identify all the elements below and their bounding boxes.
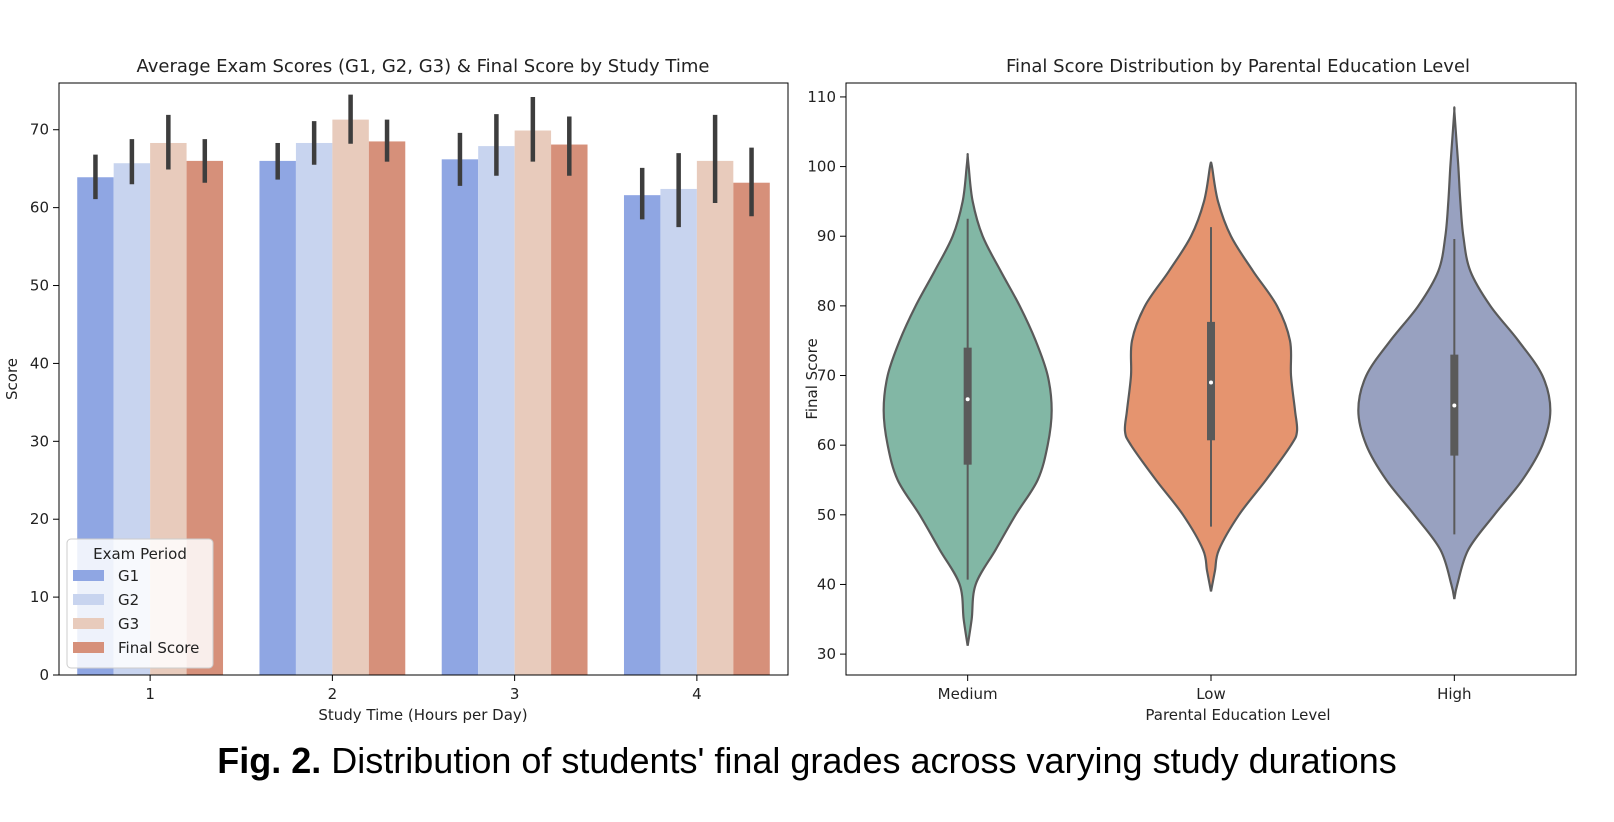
bar-g2-studytime-3	[478, 146, 515, 676]
bar-chart-ylabel: Score	[3, 358, 21, 400]
violin-chart-violins	[882, 106, 1552, 646]
x-tick-label: Low	[1196, 685, 1226, 703]
bar-chart-title: Average Exam Scores (G1, G2, G3) & Final…	[137, 56, 710, 77]
y-tick-label: 50	[30, 277, 49, 295]
x-tick-label: High	[1437, 685, 1471, 703]
bar-g2-studytime-4	[660, 188, 697, 676]
bar-g3-studytime-4	[696, 160, 734, 676]
y-tick-label: 40	[817, 575, 836, 593]
x-tick-label: 4	[692, 685, 702, 703]
bar-chart-xlabel: Study Time (Hours per Day)	[318, 706, 527, 724]
violin-median-high	[1452, 403, 1457, 408]
y-tick-label: 80	[817, 297, 836, 315]
y-tick-label: 70	[30, 121, 49, 139]
y-tick-label: 0	[39, 666, 49, 684]
legend-label-final-score: Final Score	[118, 639, 199, 657]
bar-g1-studytime-2	[259, 160, 296, 676]
y-tick-label: 110	[807, 88, 836, 106]
figure-caption: Fig. 2. Distribution of students' final …	[0, 740, 1614, 782]
x-tick-label: 3	[510, 685, 520, 703]
violin-chart-title: Final Score Distribution by Parental Edu…	[1006, 56, 1470, 77]
bar-final-score-studytime-3	[551, 144, 588, 675]
y-tick-label: 30	[30, 432, 49, 450]
violin-median-low	[1209, 380, 1213, 385]
legend-swatch-g3	[73, 618, 104, 629]
y-tick-label: 60	[30, 199, 49, 217]
legend-title: Exam Period	[93, 545, 187, 563]
bar-g3-studytime-2	[332, 119, 369, 675]
legend-label-g3: G3	[118, 615, 139, 633]
bar-g3-studytime-3	[514, 130, 552, 675]
violin-chart-axes: Medium Low High 30 40 50 60 70 80 90 100 110	[807, 88, 1471, 703]
legend-label-g1: G1	[118, 567, 139, 585]
bar-chart-legend: Exam Period G1 G2 G3 Final Score	[66, 538, 214, 669]
bar-g1-studytime-3	[441, 159, 479, 675]
bar-chart-study-time: Average Exam Scores (G1, G2, G3) & Final…	[3, 56, 789, 724]
bar-g1-studytime-4	[623, 195, 661, 675]
violin-chart-parental-education: Final Score Distribution by Parental Edu…	[803, 56, 1577, 724]
caption-text: Distribution of students' final grades a…	[321, 740, 1397, 781]
bar-chart-frame	[58, 82, 789, 676]
legend-swatch-g2	[73, 594, 104, 605]
figure: Average Exam Scores (G1, G2, G3) & Final…	[3, 56, 1577, 724]
violin-chart-xlabel: Parental Education Level	[1145, 706, 1330, 724]
violin-iqr-box-medium	[963, 347, 972, 465]
y-tick-label: 100	[807, 158, 836, 176]
bar-final-score-studytime-2	[368, 141, 406, 676]
x-tick-label: Medium	[938, 685, 998, 703]
bar-final-score-studytime-4	[733, 182, 770, 675]
legend-swatch-g1	[73, 570, 104, 581]
violin-chart-ylabel: Final Score	[803, 338, 821, 419]
y-tick-label: 90	[817, 227, 836, 245]
y-tick-label: 50	[817, 506, 836, 524]
x-tick-label: 2	[328, 685, 338, 703]
y-tick-label: 60	[817, 436, 836, 454]
y-tick-label: 40	[30, 354, 49, 372]
violin-median-medium	[965, 397, 970, 402]
bar-g2-studytime-2	[295, 142, 333, 675]
y-tick-label: 10	[30, 588, 49, 606]
legend-label-g2: G2	[118, 591, 139, 609]
legend-swatch-final-score	[73, 642, 104, 653]
y-tick-label: 30	[817, 645, 836, 663]
y-tick-label: 70	[817, 367, 836, 385]
caption-label: Fig. 2.	[217, 740, 322, 781]
x-tick-label: 1	[145, 685, 155, 703]
y-tick-label: 20	[30, 510, 49, 528]
